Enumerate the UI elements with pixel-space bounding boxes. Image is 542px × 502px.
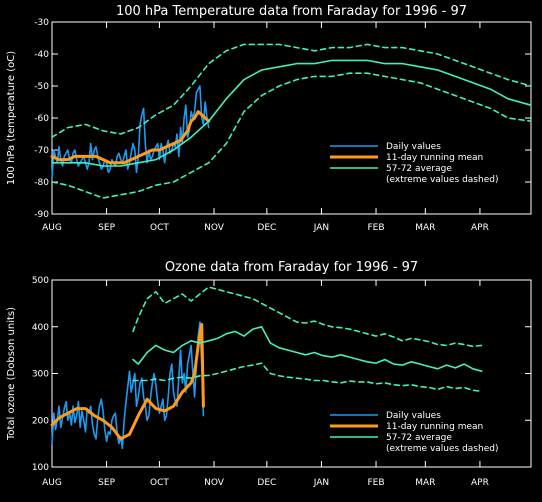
x-tick-label: DEC (257, 223, 276, 233)
running-mean-line (50, 322, 205, 441)
average-min-dashed-line (132, 362, 483, 393)
x-tick-label: MAR (415, 478, 435, 488)
average-min-dashed-line (51, 72, 532, 199)
x-tick-label: FEB (368, 478, 385, 488)
x-tick-label: AUG (42, 223, 62, 233)
running-mean-line (50, 110, 211, 165)
x-tick-label: APR (471, 478, 489, 488)
x-tick-label: OCT (150, 223, 169, 233)
ozone-chart: Ozone data from Faraday for 1996 - 97 Tot… (6, 260, 532, 488)
y-tick-label: -30 (34, 18, 49, 28)
y-tick-label: -50 (34, 82, 49, 92)
legend-extremes-note: (extreme values dashed) (386, 175, 498, 185)
legend-daily-values: Daily values (386, 142, 441, 152)
plot-frame (51, 21, 532, 215)
x-tick-label: JAN (313, 478, 329, 488)
y-tick-label: 200 (32, 416, 49, 426)
x-tick-label: NOV (204, 223, 225, 233)
y-tick-label: -40 (34, 50, 49, 60)
x-tick-label: JAN (313, 223, 329, 233)
chart-title: Ozone data from Faraday for 1996 - 97 (165, 260, 418, 275)
x-tick-label: FEB (368, 223, 385, 233)
legend-average: 57-72 average (386, 164, 452, 174)
chart-title: 100 hPa Temperature data from Faraday fo… (116, 4, 467, 19)
daily-values-line (51, 321, 205, 450)
y-tick-label: 300 (32, 370, 49, 380)
x-tick-label: AUG (42, 478, 62, 488)
temperature-chart: 100 hPa Temperature data from Faraday fo… (6, 4, 532, 233)
y-tick-label: 400 (32, 323, 49, 333)
legend-extremes-note: (extreme values dashed) (386, 444, 498, 454)
y-tick-label: 100 (32, 463, 49, 473)
x-tick-label: SEP (98, 223, 115, 233)
plot-frame (51, 279, 532, 468)
x-tick-label: DEC (257, 478, 276, 488)
legend-running-mean: 11-day running mean (386, 153, 483, 163)
x-tick-label: APR (471, 223, 489, 233)
legend-average: 57-72 average (386, 433, 452, 443)
y-tick-label: -80 (34, 178, 49, 188)
y-tick-label: -90 (34, 210, 49, 220)
legend-running-mean: 11-day running mean (386, 422, 483, 432)
average-line (132, 325, 483, 373)
y-tick-label: 500 (32, 276, 49, 286)
x-tick-label: OCT (150, 478, 169, 488)
y-axis-label: 100 hPa (temperature (oC) (6, 51, 17, 185)
x-tick-label: MAR (415, 223, 435, 233)
x-tick-label: NOV (204, 478, 225, 488)
average-line (51, 59, 532, 167)
y-tick-label: -70 (34, 146, 49, 156)
legend-daily-values: Daily values (386, 411, 441, 421)
average-max-dashed-line (51, 43, 532, 138)
y-axis-label: Total ozone (Dobson units) (6, 307, 17, 441)
average-max-dashed-line (132, 286, 483, 348)
y-tick-label: -60 (34, 114, 49, 124)
x-tick-label: SEP (98, 478, 115, 488)
